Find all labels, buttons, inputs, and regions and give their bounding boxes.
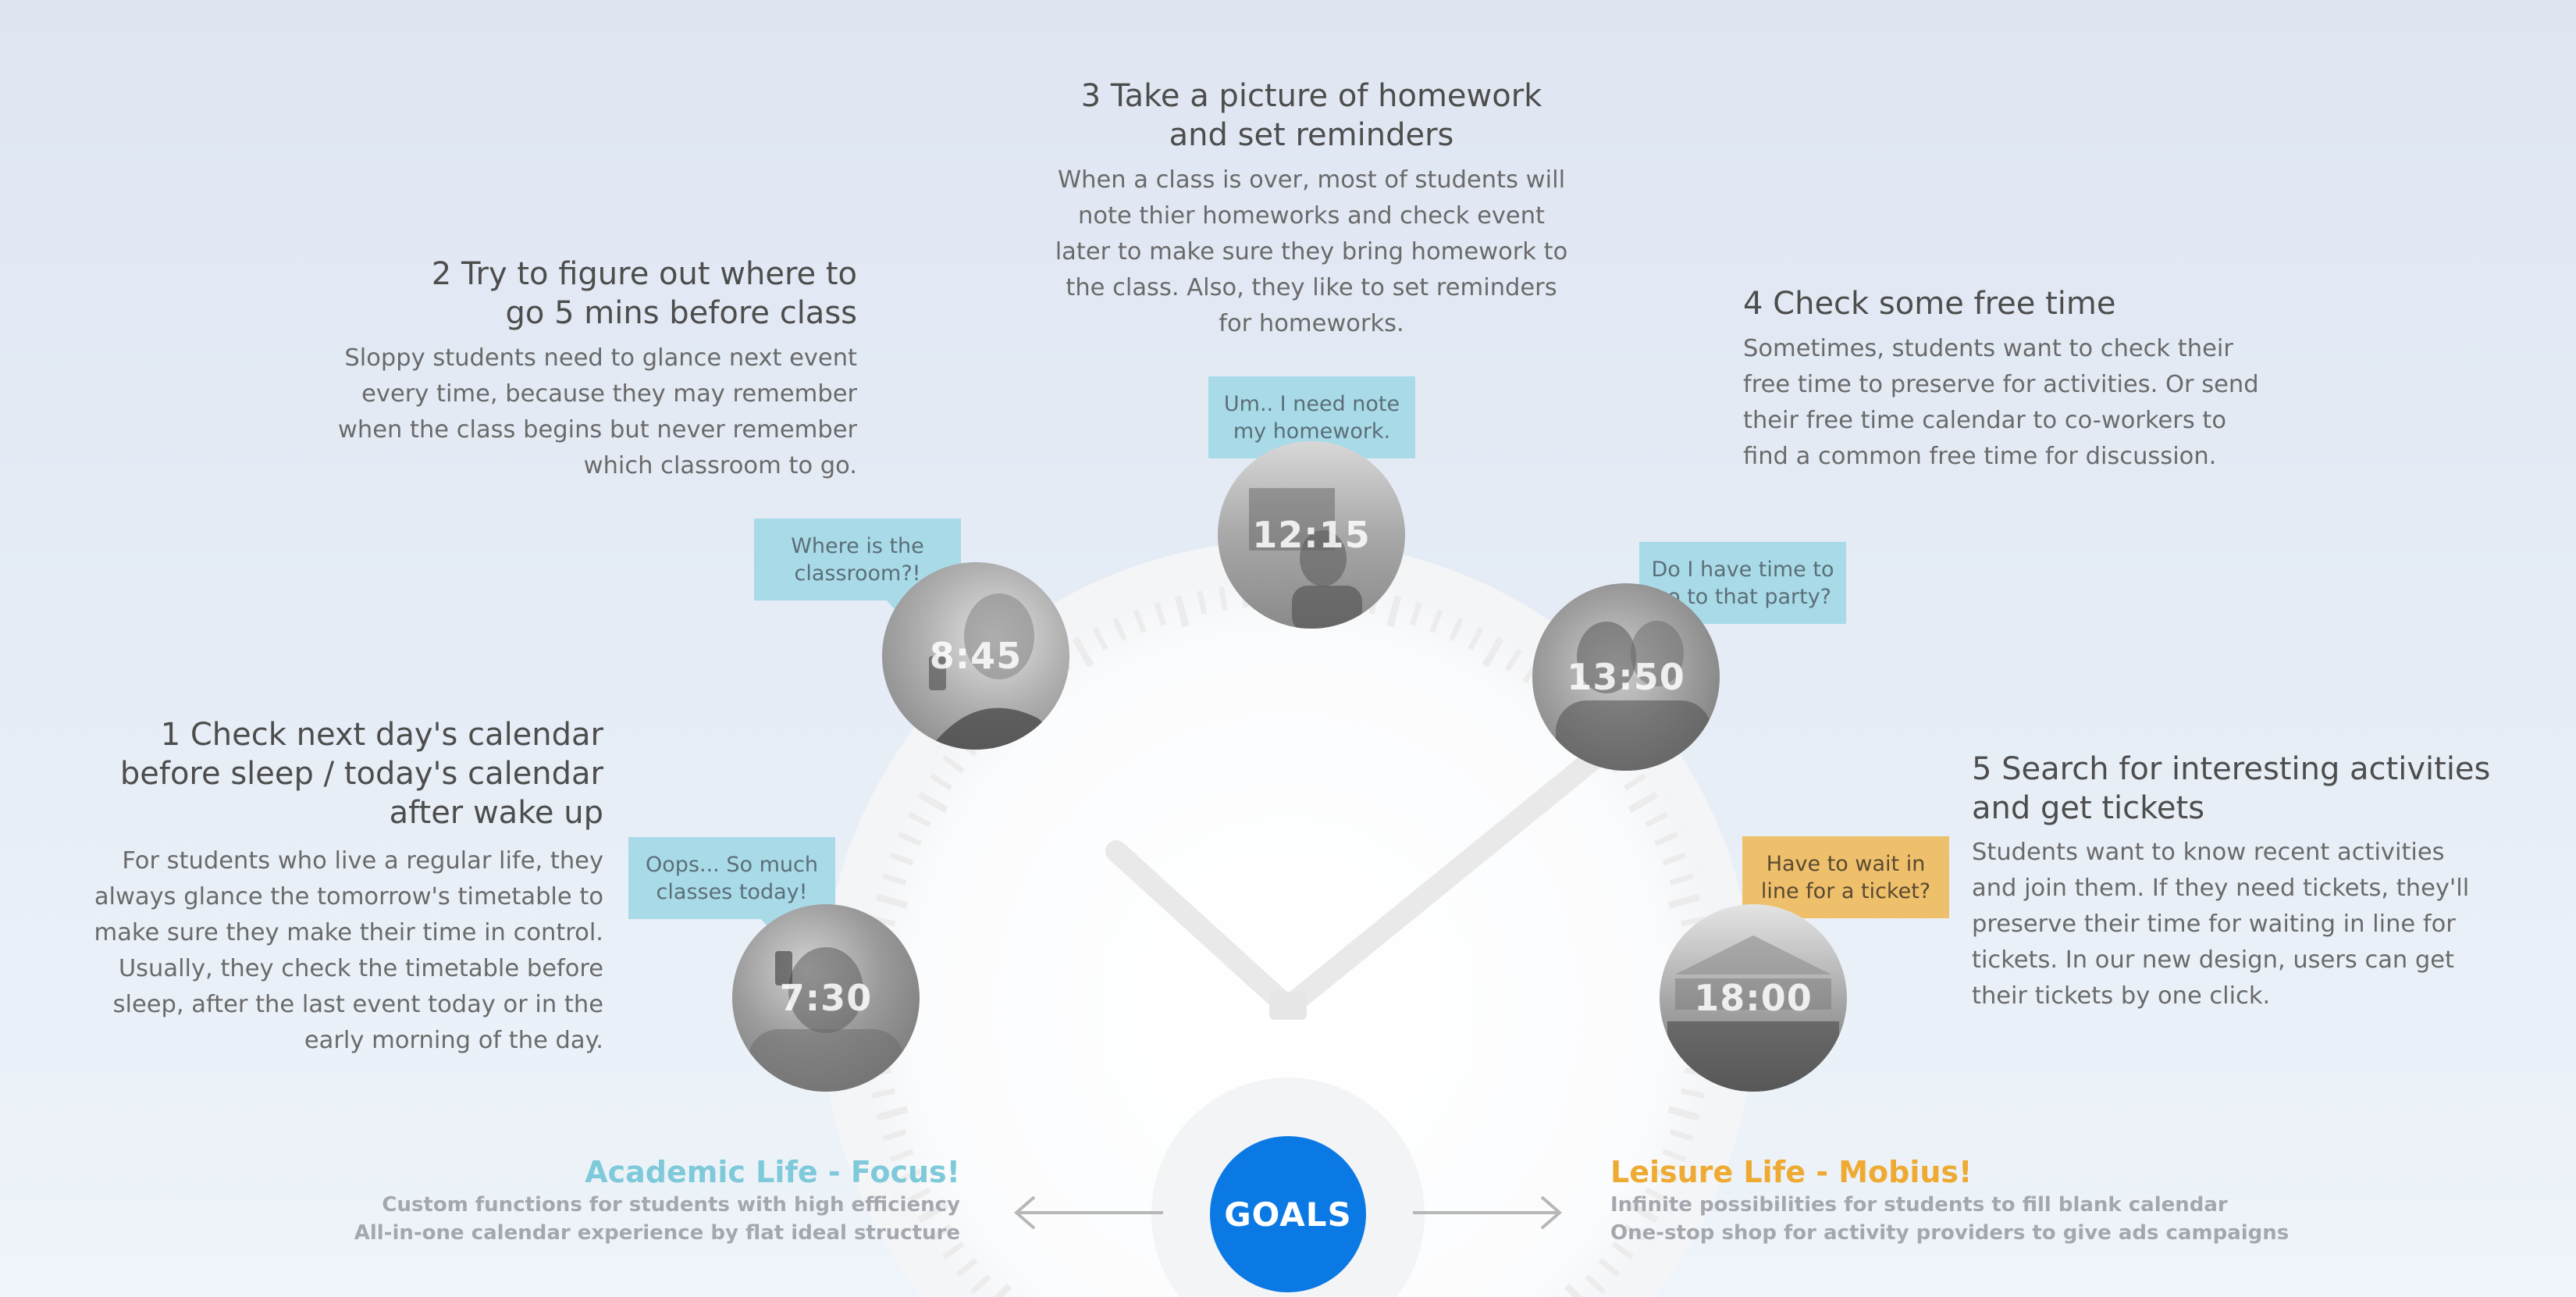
clock-tick <box>1219 586 1228 611</box>
step5-time: 18:00 <box>1694 977 1813 1019</box>
clock-tick <box>1667 893 1700 909</box>
clock-tick <box>882 873 907 886</box>
clock-tick <box>1645 811 1669 828</box>
clock-tick <box>1624 1224 1646 1242</box>
clock-tick <box>876 893 909 909</box>
clock-tick <box>1585 1274 1606 1295</box>
person-lying-icon <box>748 947 904 1092</box>
step5-description: Students want to know recent activities … <box>1972 839 2470 1010</box>
step4-time: 13:50 <box>1567 656 1685 698</box>
clock-hour-hand <box>1105 840 1299 1018</box>
goals-button[interactable]: GOALS <box>1210 1136 1366 1292</box>
clock-tick <box>907 811 931 828</box>
clock-tick <box>1564 1283 1583 1297</box>
clock-tick <box>1429 608 1443 633</box>
clock-tick <box>1681 1088 1705 1099</box>
clock-tick <box>1468 626 1484 650</box>
clock-tick <box>1654 832 1678 846</box>
leisure-life-title: Leisure Life - Mobius! <box>1610 1155 1973 1189</box>
academic-life-line-2: All-in-one calendar experience by flat i… <box>354 1221 960 1245</box>
clock-tick <box>898 1168 922 1183</box>
step1-speech-bubble: Oops... So much classes today! <box>628 837 835 933</box>
leisure-life-line-1: Infinite possibilities for students to f… <box>1610 1193 2228 1217</box>
clock-tick <box>942 1241 965 1260</box>
step1-description: For students who live a regular life, th… <box>94 847 603 1054</box>
clock-tick <box>889 1149 914 1163</box>
person-phone-icon <box>929 593 1069 750</box>
arrow-left-icon <box>1013 1195 1163 1230</box>
step2-time: 8:45 <box>929 635 1023 677</box>
step2-description: Sloppy students need to glance next even… <box>337 344 857 479</box>
step2-title: 2 Try to figure out where to go 5 mins b… <box>431 256 857 331</box>
clock-tick <box>1667 1106 1700 1121</box>
step1-photo: 7:30 <box>732 904 920 1092</box>
academic-life-section: Academic Life - Focus! Custom functions … <box>258 1153 960 1247</box>
clock-tick <box>1072 636 1094 668</box>
clock-tick <box>1449 617 1464 641</box>
step4-title: 4 Check some free time <box>1743 286 2116 322</box>
clock-tick <box>898 832 922 846</box>
two-people-icon <box>1556 621 1712 771</box>
clock-tick <box>1662 852 1687 866</box>
step2-speech-bubble: Where is the classroom?! <box>754 518 961 615</box>
clock-tick <box>1628 791 1659 814</box>
step3-description: When a class is over, most of students w… <box>1055 166 1568 337</box>
clock-tick <box>1654 1168 1678 1183</box>
clock-tick <box>1504 649 1522 672</box>
clock-tick <box>930 773 952 791</box>
crowd-icon <box>1667 935 1839 1092</box>
clock-tick <box>882 1128 907 1142</box>
arrow-right-icon <box>1413 1195 1563 1230</box>
clock-tick <box>907 1187 931 1203</box>
step4-photo: 13:50 <box>1532 583 1720 771</box>
clock-tick <box>1133 608 1147 633</box>
clock-tick <box>970 1274 991 1295</box>
clock-tick <box>955 1258 977 1277</box>
clock-tick <box>1409 601 1422 626</box>
step5-photo: 18:00 <box>1660 904 1847 1092</box>
clock-tick <box>917 791 948 814</box>
clock-tick <box>1197 590 1208 615</box>
leisure-life-section: Leisure Life - Mobius! Infinite possibil… <box>1610 1153 2313 1247</box>
academic-life-line-1: Custom functions for students with high … <box>382 1193 960 1217</box>
leisure-life-line-2: One-stop shop for activity providers to … <box>1610 1221 2290 1245</box>
clock-tick <box>1154 601 1167 626</box>
clock-tick <box>1669 1128 1694 1142</box>
clock-tick <box>1662 1149 1687 1163</box>
academic-life-title: Academic Life - Focus! <box>585 1155 960 1189</box>
clock-tick <box>1624 773 1646 791</box>
clock-tick <box>917 1201 948 1224</box>
clock-minute-hand <box>1277 743 1611 1018</box>
clock-tick <box>889 852 914 866</box>
step2-photo: 8:45 <box>882 562 1069 750</box>
step5-title: 5 Search for interesting activities and … <box>1972 751 2491 826</box>
clock-tick <box>942 754 965 774</box>
step4-description: Sometimes, students want to check their … <box>1743 335 2259 470</box>
step5-speech-bubble: Have to wait in line for a ticket? <box>1742 836 1949 932</box>
clock-tick <box>1174 595 1190 628</box>
clock-tick <box>1386 595 1402 628</box>
clock-tick <box>1611 1241 1634 1260</box>
step3-time: 12:15 <box>1252 514 1371 556</box>
clock-tick <box>1628 1201 1659 1224</box>
step1-title: 1 Check next day's calendar before sleep… <box>119 717 603 831</box>
step3-photo: 12:15 <box>1218 441 1405 629</box>
clock-tick <box>1669 873 1694 886</box>
clock-tick <box>1482 636 1504 668</box>
clock-tick <box>1599 1258 1621 1277</box>
clock-tick <box>1112 617 1127 641</box>
classroom-icon <box>1249 488 1362 629</box>
clock-tick <box>1092 626 1108 650</box>
clock-tick <box>930 1224 952 1242</box>
clock-tick <box>993 1283 1012 1297</box>
goals-label: GOALS <box>1224 1195 1352 1234</box>
clock-tick <box>1645 1187 1669 1203</box>
step1-time: 7:30 <box>779 977 873 1019</box>
clock-tick <box>871 1088 895 1099</box>
clock-tick <box>876 1106 909 1121</box>
step3-title: 3 Take a picture of homework and set rem… <box>1080 78 1542 153</box>
